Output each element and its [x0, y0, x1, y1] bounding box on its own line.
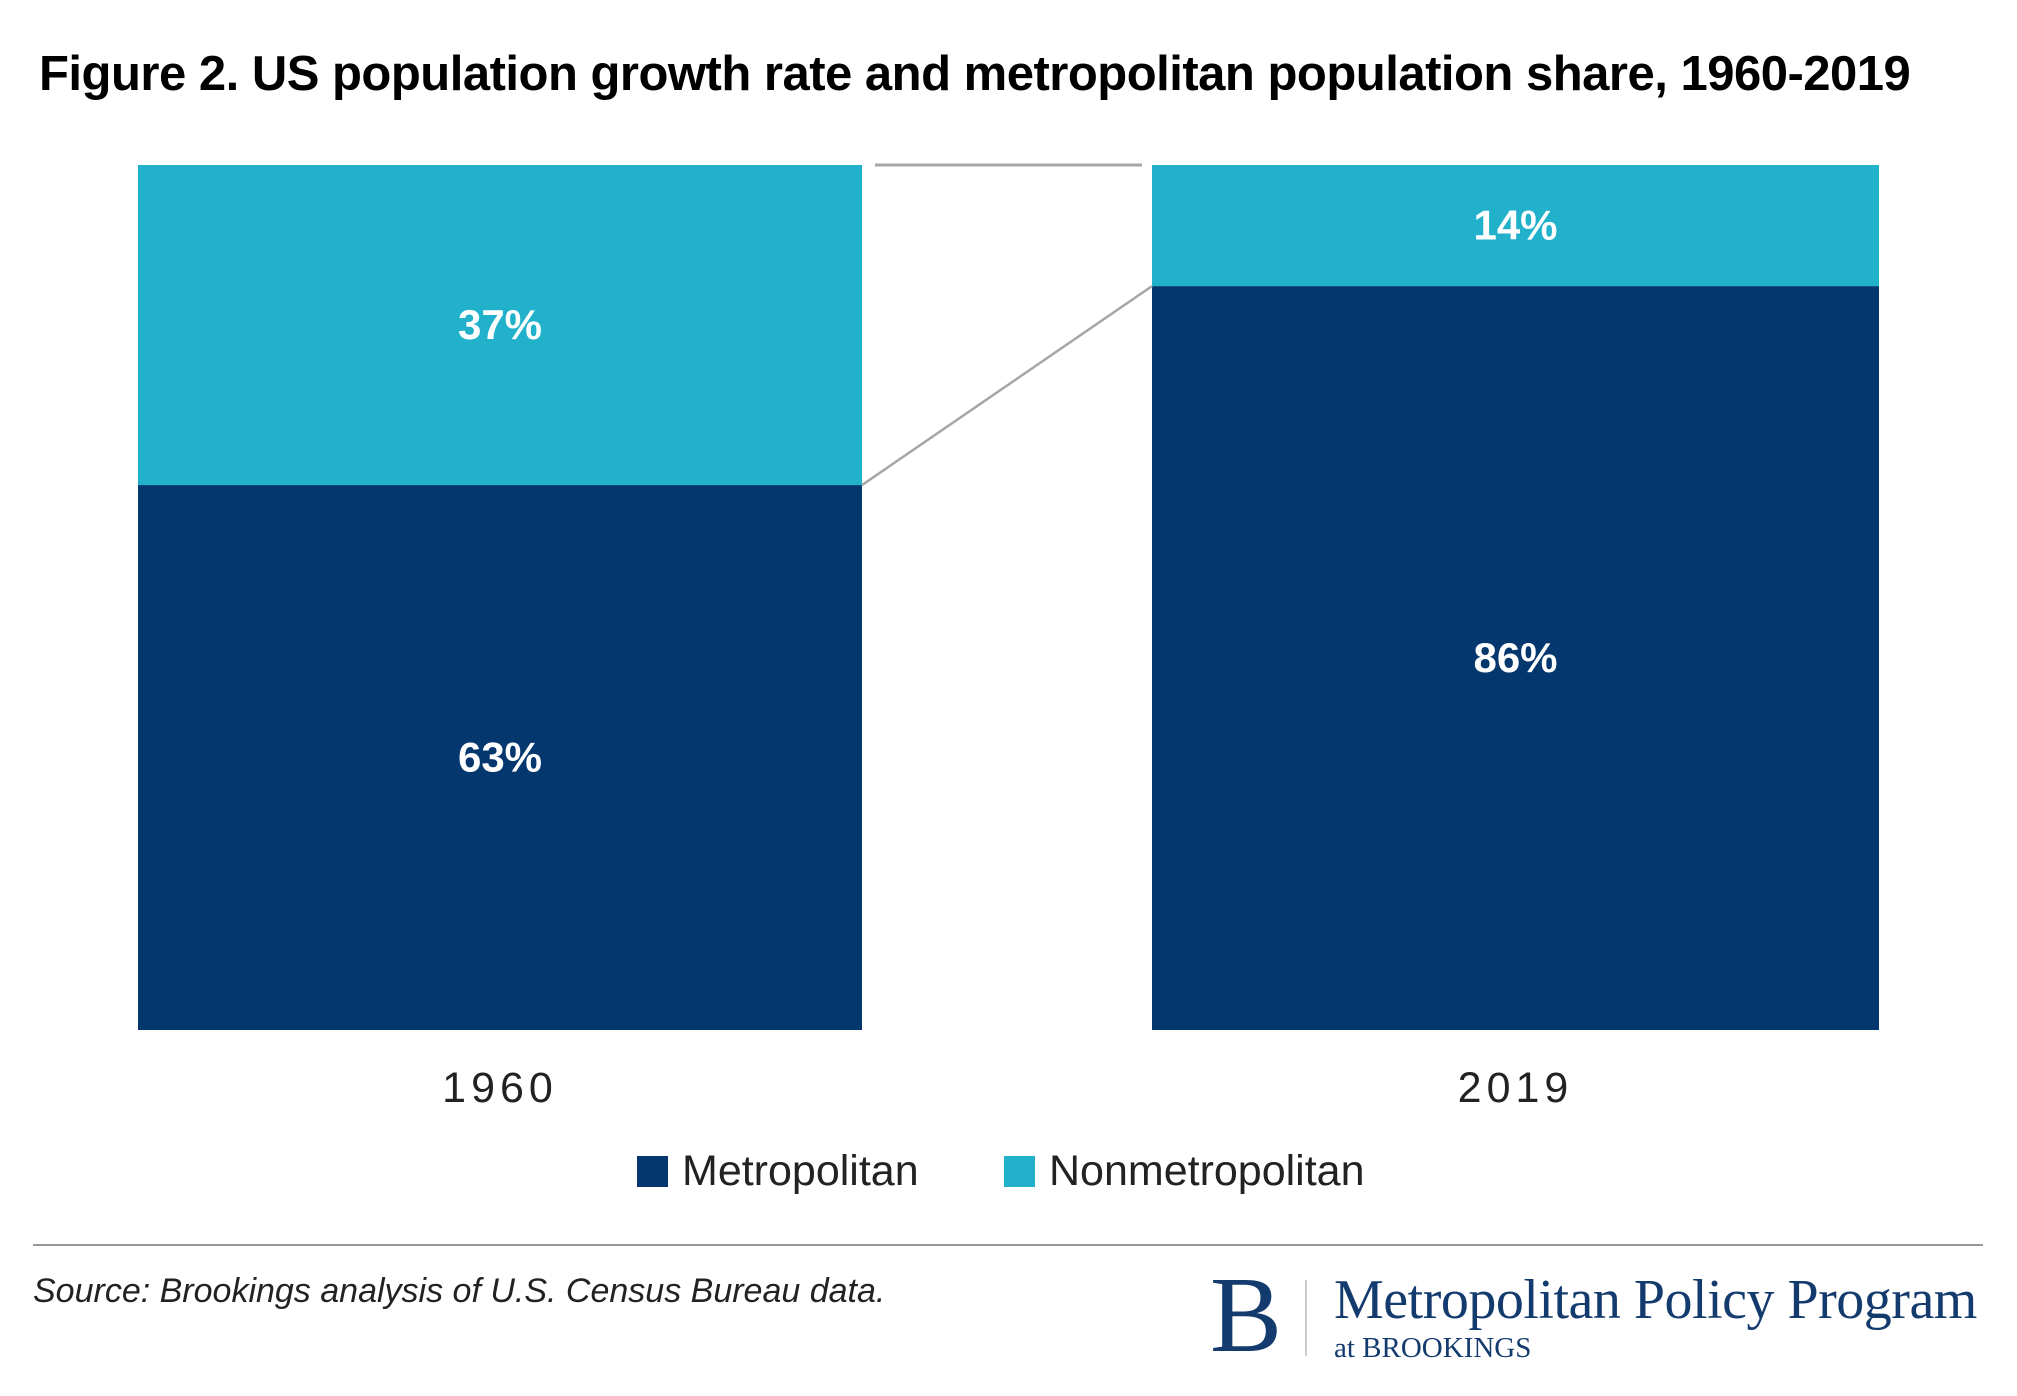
bar-metropolitan-2019: [1152, 286, 1879, 1031]
bar-nonmetropolitan-2019: [1152, 165, 1879, 287]
legend-label-metropolitan: Metropolitan: [682, 1147, 919, 1195]
data-label-nonmetropolitan-1960: 37%: [458, 301, 542, 348]
logo-divider: [1305, 1280, 1307, 1356]
x-tick-label-2019: 2019: [1458, 1064, 1574, 1112]
logo-program-name: Metropolitan Policy Program: [1334, 1269, 1977, 1331]
legend-swatch-nonmetropolitan: [1004, 1156, 1035, 1187]
source-note: Source: Brookings analysis of U.S. Censu…: [33, 1272, 886, 1310]
legend: Metropolitan Nonmetropolitan: [0, 1147, 2017, 1197]
data-label-metropolitan-1960: 63%: [458, 734, 542, 781]
footer-divider: [33, 1244, 1983, 1246]
data-label-metropolitan-2019: 86%: [1473, 634, 1557, 681]
x-tick-label-1960: 1960: [442, 1064, 558, 1112]
legend-item-nonmetropolitan: Nonmetropolitan: [1004, 1147, 1365, 1196]
legend-swatch-metropolitan: [637, 1156, 668, 1187]
logo-institution: at BROOKINGS: [1334, 1332, 1532, 1364]
bar-metropolitan-1960: [138, 485, 862, 1030]
legend-label-nonmetropolitan: Nonmetropolitan: [1049, 1147, 1365, 1195]
brookings-logo-icon: B: [1210, 1256, 1283, 1375]
bar-nonmetropolitan-1960: [138, 165, 862, 486]
data-label-nonmetropolitan-2019: 14%: [1473, 202, 1557, 249]
chart-plot: 63% 37% 1960 86% 14% 2019: [138, 163, 1879, 1112]
connector-line-split: [861, 285, 1153, 487]
legend-item-metropolitan: Metropolitan: [637, 1147, 919, 1196]
chart-title: Figure 2. US population growth rate and …: [39, 47, 1911, 101]
